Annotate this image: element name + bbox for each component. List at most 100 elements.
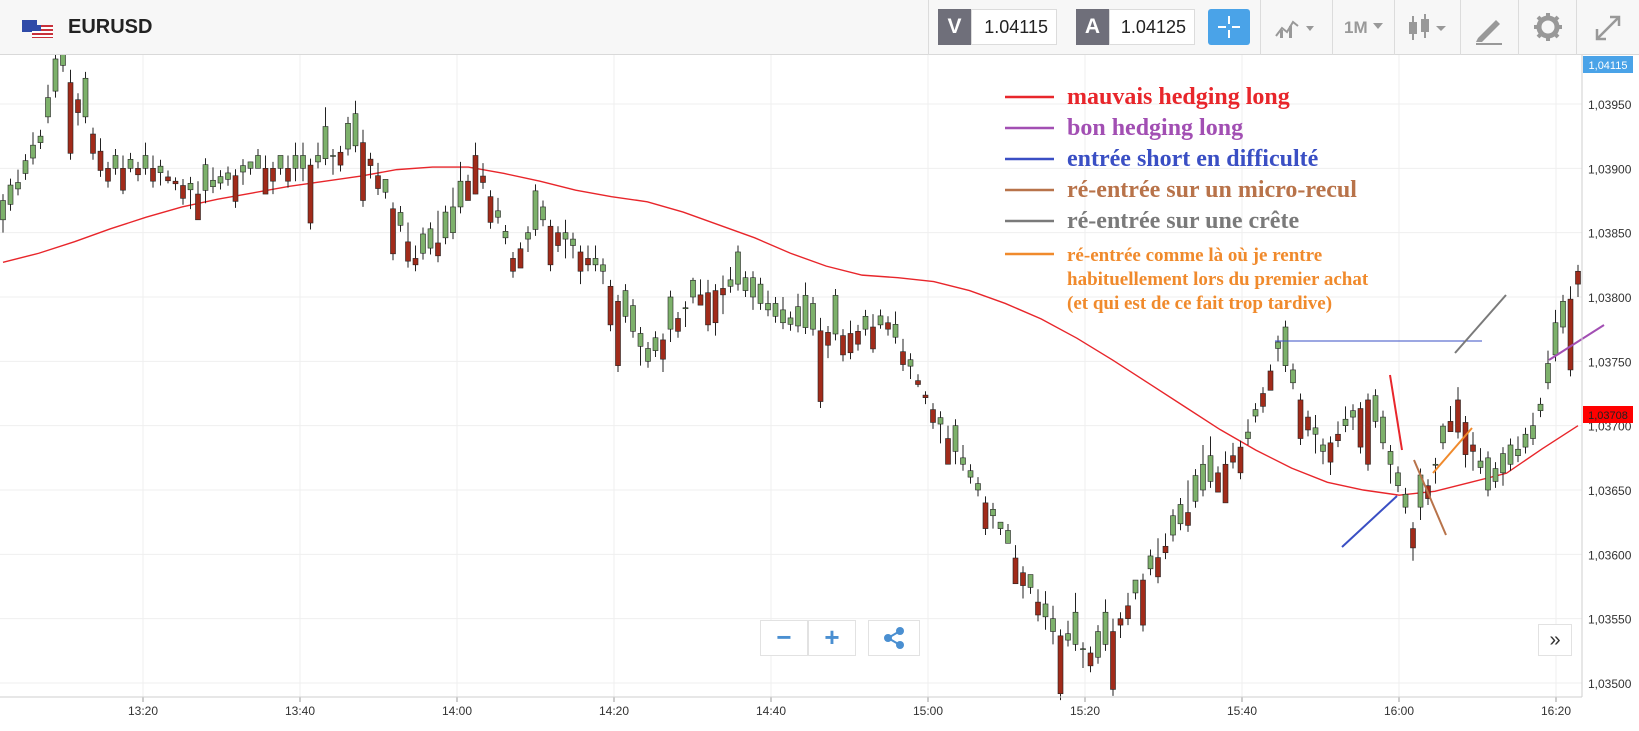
candle-down: [90, 133, 96, 154]
candle-up: [420, 233, 426, 254]
candle-up: [157, 165, 164, 173]
indicators-button[interactable]: [1262, 0, 1332, 55]
candle-down: [97, 150, 104, 171]
candle-up: [1522, 433, 1529, 448]
candle-down: [915, 380, 921, 385]
candle-down: [1575, 270, 1581, 285]
candle-down: [1087, 652, 1094, 667]
candle-up: [1200, 463, 1206, 491]
candle-up: [1042, 603, 1049, 618]
candle-up: [1507, 444, 1514, 465]
candle-up: [202, 164, 209, 191]
candle-up: [862, 315, 869, 330]
candle-up: [60, 55, 66, 66]
candle-up: [1402, 493, 1409, 508]
zoom-out-button[interactable]: −: [760, 620, 808, 656]
last-price-label: 1,04115: [1589, 60, 1628, 72]
candle-up: [637, 333, 644, 347]
candle-up: [240, 165, 246, 173]
annotations: [1275, 294, 1605, 548]
candle-up: [1342, 418, 1349, 426]
candle-down: [390, 208, 396, 255]
candle-down: [1305, 416, 1311, 431]
candle-up: [45, 97, 51, 118]
candle-up: [1170, 515, 1176, 536]
candle-down: [675, 318, 681, 332]
candle-up: [382, 179, 389, 193]
candle-down: [1110, 631, 1116, 690]
legend: mauvais hedging long bon hedging long entr…: [1005, 84, 1369, 314]
candle-down: [607, 285, 614, 326]
candle-down: [1020, 572, 1026, 586]
candle-down: [1185, 512, 1191, 526]
legend-label: ré-entrée sur une crête: [1067, 208, 1299, 234]
annotation-orange-line: [1432, 427, 1473, 474]
x-tick-label: 13:40: [285, 704, 315, 718]
candle-up: [1380, 416, 1386, 444]
legend-label: mauvais hedging long: [1067, 84, 1290, 110]
instrument-symbol[interactable]: EURUSD: [68, 16, 153, 38]
candle-down: [1335, 433, 1341, 441]
sell-price[interactable]: 1.04115: [971, 9, 1057, 45]
price-chart[interactable]: mauvais hedging long bon hedging long entr…: [0, 55, 1639, 731]
buy-button[interactable]: A: [1076, 9, 1109, 45]
candle-up: [1515, 448, 1521, 456]
current-price-tag: [1583, 406, 1633, 423]
toolbar-divider: [1518, 0, 1519, 55]
candle-up: [1245, 431, 1251, 439]
candle-up: [622, 290, 629, 317]
candle-down: [412, 258, 419, 266]
candle-down: [480, 175, 486, 183]
candle-down: [720, 288, 726, 296]
buy-price[interactable]: 1.04125: [1109, 9, 1195, 45]
candle-down: [855, 331, 861, 345]
candle-up: [810, 303, 816, 330]
candle-down: [1267, 370, 1274, 391]
crosshair-button[interactable]: [1208, 9, 1250, 45]
timeframe-dropdown[interactable]: 1M: [1334, 0, 1394, 55]
share-button[interactable]: [868, 620, 920, 656]
candle-up: [1207, 455, 1214, 482]
x-tick-label: 16:00: [1384, 704, 1414, 718]
candle-down: [840, 335, 846, 356]
zoom-in-button[interactable]: +: [808, 620, 856, 656]
candle-down: [375, 175, 381, 189]
drawing-tools-button[interactable]: [1462, 0, 1518, 55]
candle-down: [172, 180, 179, 185]
y-tick-label: 1,03550: [1588, 613, 1632, 627]
candle-up: [877, 315, 884, 326]
candle-down: [120, 168, 126, 191]
candle-up: [82, 77, 89, 118]
candle-up: [1350, 410, 1356, 418]
candle-up: [1080, 648, 1086, 650]
candle-up: [1312, 427, 1319, 435]
candle-up: [795, 306, 801, 327]
candle-up: [1485, 457, 1491, 491]
candle-up: [802, 295, 809, 328]
fullscreen-button[interactable]: [1578, 0, 1638, 55]
candle-down: [360, 142, 366, 201]
candle-up: [225, 172, 231, 180]
candle-up: [322, 126, 329, 159]
legend-label: entrée short en difficulté: [1067, 146, 1319, 172]
settings-button[interactable]: [1520, 0, 1576, 55]
candle-down: [472, 155, 479, 195]
scroll-to-latest-button[interactable]: »: [1538, 624, 1572, 656]
legend-label: ré-entrée comme là où je rentre: [1067, 245, 1322, 266]
candle-down: [1365, 399, 1371, 465]
candle-down: [930, 409, 936, 423]
candle-down: [660, 339, 666, 360]
candle-up: [1275, 341, 1281, 349]
candle-down: [1410, 528, 1416, 549]
chart-type-button[interactable]: [1396, 0, 1460, 55]
candle-up: [457, 180, 464, 208]
candle-down: [585, 258, 591, 266]
candle-up: [1050, 618, 1056, 632]
sell-button[interactable]: V: [938, 9, 971, 45]
y-tick-label: 1,03600: [1588, 548, 1632, 562]
candle-up: [645, 348, 651, 362]
share-icon: [884, 627, 904, 649]
candle-up: [127, 159, 134, 169]
candle-down: [270, 168, 276, 182]
candle-up: [7, 184, 14, 205]
